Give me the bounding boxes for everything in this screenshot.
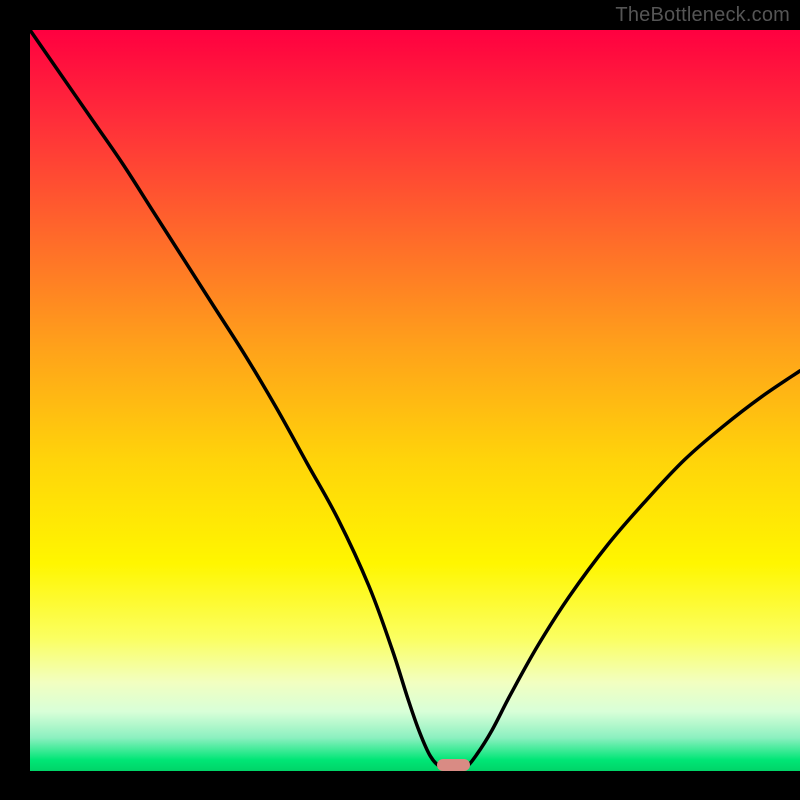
bottleneck-pill-marker <box>437 759 469 771</box>
chart-container: { "attribution": { "text": "TheBottlenec… <box>0 0 800 800</box>
attribution-text: TheBottleneck.com <box>615 4 790 27</box>
plot-area <box>30 30 800 771</box>
gradient-background <box>30 30 800 771</box>
